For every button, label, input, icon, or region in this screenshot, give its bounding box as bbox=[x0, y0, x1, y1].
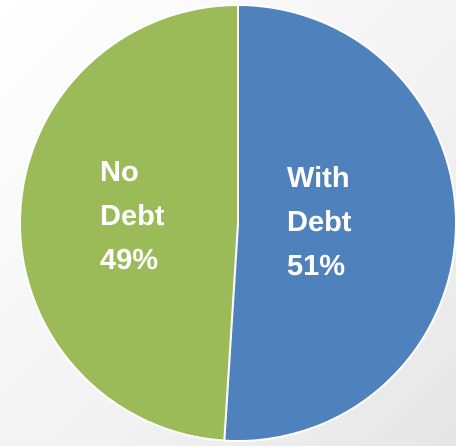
pie-slice bbox=[18, 3, 239, 442]
data-label: 51% bbox=[287, 250, 346, 282]
data-label: With Debt bbox=[287, 162, 352, 238]
data-label: No Debt bbox=[100, 156, 165, 232]
data-label: 49% bbox=[100, 244, 159, 276]
